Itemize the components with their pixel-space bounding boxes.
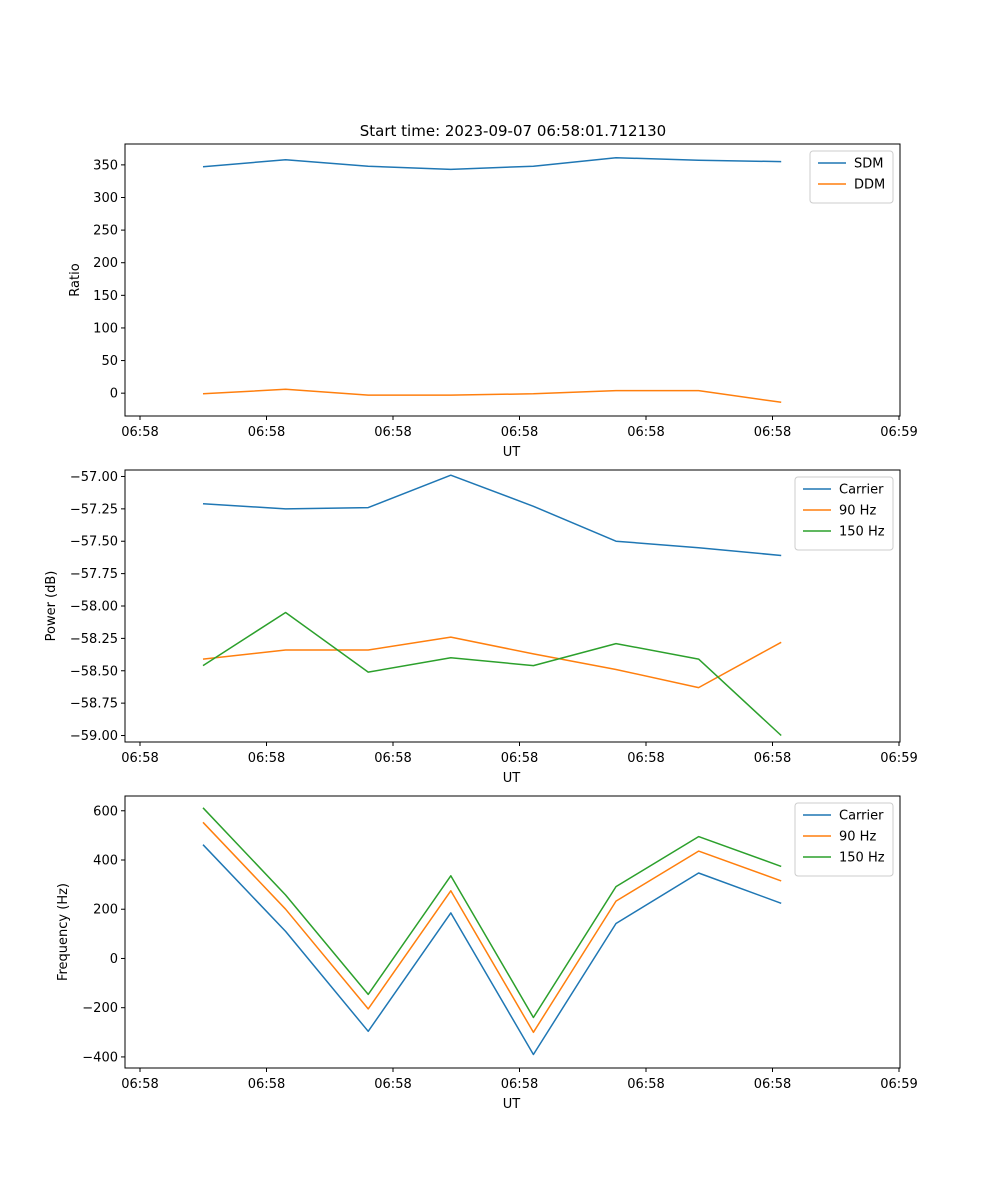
x-tick-label: 06:58 [501, 425, 538, 440]
x-tick-label: 06:58 [374, 425, 411, 440]
legend-label: Carrier [839, 483, 884, 498]
legend-label: 90 Hz [839, 504, 876, 519]
legend-label: DDM [854, 178, 885, 193]
legend-label: 90 Hz [839, 830, 876, 845]
subplot-1: 06:58 06:58 06:58 06:58 06:58 06:58 06:59 0 50 10… [68, 143, 918, 460]
x-axis-label: UT [503, 445, 521, 460]
plot-frame [124, 143, 901, 417]
x-tick-label: 06:58 [248, 751, 285, 766]
y-tick-label: −57.25 [70, 502, 118, 517]
chart-title: Start time: 2023-09-07 06:58:01.712130 [360, 122, 666, 140]
y-tick-label: −400 [82, 1050, 118, 1065]
y-tick-label: −57.75 [70, 567, 118, 582]
x-tick-label: 06:58 [248, 1077, 285, 1092]
x-tick-label: 06:59 [880, 751, 917, 766]
series-line-90-hz [202, 821, 782, 1034]
legend-box [809, 150, 894, 204]
y-tick-label: 100 [93, 321, 118, 336]
plot-frame [124, 469, 901, 743]
y-tick-label: −59.00 [70, 729, 118, 744]
x-tick-label: 06:59 [880, 425, 917, 440]
subplots: 06:58 06:58 06:58 06:58 06:58 06:58 06:59 0 50 10… [44, 143, 918, 1112]
legend-label: 150 Hz [839, 851, 885, 866]
x-tick-label: 06:58 [374, 1077, 411, 1092]
x-tick-label: 06:58 [121, 425, 158, 440]
y-tick-label: 200 [93, 256, 118, 271]
y-tick-label: −57.50 [70, 535, 118, 550]
y-tick-label: −58.25 [70, 632, 118, 647]
x-tick-label: 06:58 [627, 425, 664, 440]
series-line-150-hz [202, 611, 782, 737]
legend-label: 150 Hz [839, 525, 885, 540]
legend: Carrier 90 Hz 150 Hz [794, 802, 894, 877]
y-tick-label: 50 [101, 354, 118, 369]
y-tick-label: 350 [93, 158, 118, 173]
x-axis-label: UT [503, 771, 521, 786]
x-tick-label: 06:58 [627, 1077, 664, 1092]
legend-label: SDM [854, 157, 883, 172]
y-tick-label: −58.75 [70, 697, 118, 712]
x-tick-label: 06:58 [754, 1077, 791, 1092]
y-tick-label: 600 [93, 804, 118, 819]
legend: Carrier 90 Hz 150 Hz [794, 476, 894, 551]
y-tick-label: 0 [110, 952, 118, 967]
y-axis-label: Ratio [68, 263, 83, 296]
series-line-90-hz [202, 636, 782, 689]
y-tick-label: 200 [93, 903, 118, 918]
series-line-carrier [202, 474, 782, 557]
y-tick-label: −58.00 [70, 600, 118, 615]
y-axis-label: Power (dB) [44, 571, 59, 642]
x-tick-label: 06:58 [374, 751, 411, 766]
y-axis-label: Frequency (Hz) [56, 883, 71, 981]
series-line-sdm [202, 156, 782, 171]
y-tick-label: −57.00 [70, 470, 118, 485]
y-tick-label: 400 [93, 854, 118, 869]
y-tick-label: −58.50 [70, 664, 118, 679]
y-tick-label: 150 [93, 289, 118, 304]
plot-frame [124, 795, 901, 1069]
x-tick-label: 06:58 [501, 751, 538, 766]
x-tick-label: 06:58 [754, 425, 791, 440]
legend-label: Carrier [839, 809, 884, 824]
subplot-3: 06:58 06:58 06:58 06:58 06:58 06:58 06:59 −400 −… [56, 795, 918, 1112]
series-line-carrier [202, 844, 782, 1056]
x-tick-label: 06:58 [121, 751, 158, 766]
x-tick-label: 06:59 [880, 1077, 917, 1092]
y-tick-label: −200 [82, 1001, 118, 1016]
x-tick-label: 06:58 [248, 425, 285, 440]
y-tick-label: 300 [93, 191, 118, 206]
x-tick-label: 06:58 [501, 1077, 538, 1092]
y-tick-label: 0 [110, 387, 118, 402]
series-line-150-hz [202, 807, 782, 1019]
x-tick-label: 06:58 [121, 1077, 158, 1092]
x-tick-label: 06:58 [627, 751, 664, 766]
legend: SDM DDM [809, 150, 894, 204]
series-line-ddm [202, 388, 782, 404]
subplot-2: 06:58 06:58 06:58 06:58 06:58 06:58 06:59 −57.0… [44, 469, 918, 786]
x-axis-label: UT [503, 1097, 521, 1112]
y-tick-label: 250 [93, 224, 118, 239]
x-tick-label: 06:58 [754, 751, 791, 766]
